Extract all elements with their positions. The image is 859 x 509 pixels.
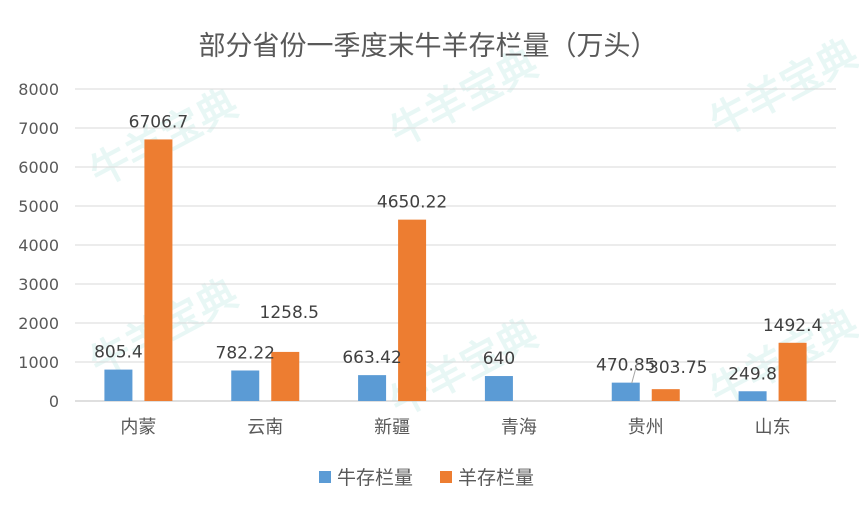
bar-cattle-0 xyxy=(104,369,133,401)
y-tick-label-5000: 5000 xyxy=(18,197,59,216)
legend-swatch-1 xyxy=(440,471,452,483)
x-category-label-2: 新疆 xyxy=(374,417,410,438)
legend-label-0: 牛存栏量 xyxy=(337,467,413,489)
y-tick-label-0: 0 xyxy=(49,392,59,411)
bars xyxy=(104,139,807,401)
data-labels: 805.4 6706.7 782.22 1258.5 663.42 4650.22 640 4… xyxy=(94,112,822,384)
x-category-label-3: 青海 xyxy=(501,417,537,438)
y-tick-label-2000: 2000 xyxy=(18,314,59,333)
bar-sheep-1 xyxy=(271,351,300,401)
data-label-cattle-4: 470.85 xyxy=(596,356,655,376)
data-label-cattle-2: 663.42 xyxy=(342,348,401,368)
legend: 牛存栏量 羊存栏量 xyxy=(319,467,534,489)
bar-cattle-3 xyxy=(484,376,513,401)
x-axis-categories: 内蒙 云南 新疆 青海 贵州 山东 xyxy=(120,417,790,438)
x-category-label-4: 贵州 xyxy=(628,417,664,438)
bar-sheep-0 xyxy=(144,139,173,401)
y-tick-label-6000: 6000 xyxy=(18,158,59,177)
data-label-cattle-0: 805.4 xyxy=(94,343,143,363)
x-category-label-1: 云南 xyxy=(247,417,283,438)
y-tick-label-1000: 1000 xyxy=(18,353,59,372)
bar-sheep-4 xyxy=(651,389,680,401)
leader-line xyxy=(631,361,639,384)
y-tick-label-4000: 4000 xyxy=(18,236,59,255)
data-label-sheep-4: 303.75 xyxy=(648,358,707,378)
y-axis-ticks: 0 1000 2000 3000 4000 5000 6000 7000 8000 xyxy=(18,80,59,411)
legend-label-1: 羊存栏量 xyxy=(458,467,534,489)
bar-sheep-2 xyxy=(398,219,427,401)
data-label-sheep-5: 1492.4 xyxy=(763,316,822,336)
x-category-label-0: 内蒙 xyxy=(120,417,156,438)
chart-title: 部分省份一季度末牛羊存栏量（万头） xyxy=(199,31,658,62)
gridlines xyxy=(75,88,836,402)
bar-cattle-4 xyxy=(611,382,640,401)
bar-cattle-2 xyxy=(358,375,387,401)
data-label-cattle-3: 640 xyxy=(483,349,515,369)
data-label-cattle-5: 249.8 xyxy=(728,364,777,384)
bar-cattle-5 xyxy=(738,391,767,401)
y-tick-label-8000: 8000 xyxy=(18,80,59,99)
y-tick-label-7000: 7000 xyxy=(18,119,59,138)
y-tick-label-3000: 3000 xyxy=(18,275,59,294)
data-label-sheep-0: 6706.7 xyxy=(129,112,188,132)
data-label-sheep-2: 4650.22 xyxy=(377,193,447,213)
data-label-sheep-1: 1258.5 xyxy=(260,303,319,323)
bar-sheep-5 xyxy=(778,342,807,401)
legend-swatch-0 xyxy=(319,471,331,483)
data-label-cattle-1: 782.22 xyxy=(216,343,275,363)
x-category-label-5: 山东 xyxy=(755,417,791,438)
bar-cattle-1 xyxy=(231,370,260,401)
